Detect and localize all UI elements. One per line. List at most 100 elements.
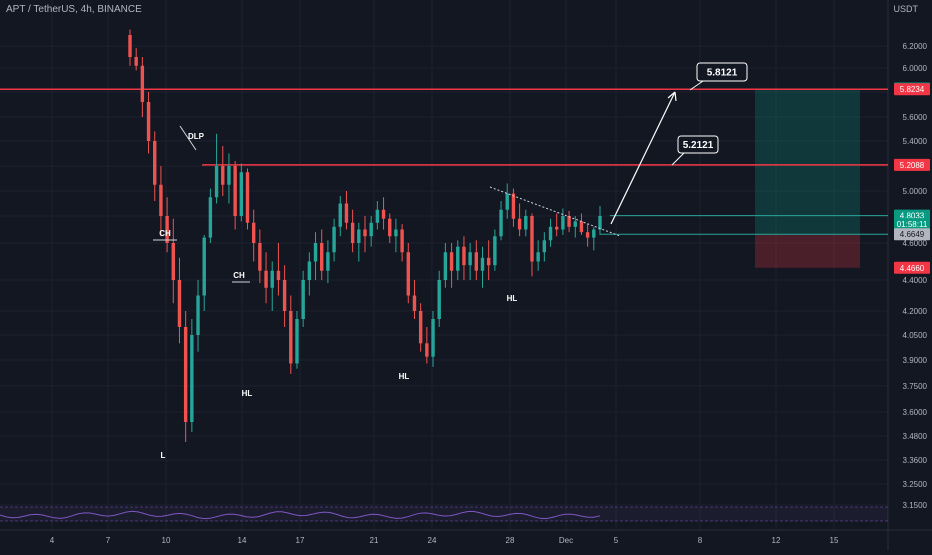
candle-body xyxy=(474,252,479,271)
structure-label: L xyxy=(161,451,166,460)
candle-body xyxy=(214,166,219,198)
candle-body xyxy=(449,252,454,271)
candle-body xyxy=(406,252,410,296)
candle-body xyxy=(456,246,460,271)
candle-body xyxy=(233,166,237,216)
projection-arrow-head xyxy=(667,91,677,102)
candle-body xyxy=(270,270,274,288)
candle-body xyxy=(431,319,435,357)
candle-body xyxy=(239,172,244,216)
candle-body xyxy=(326,252,330,271)
candle-body xyxy=(412,295,417,311)
structure-label: HL xyxy=(399,372,410,381)
structure-label: HL xyxy=(507,294,518,303)
price-badge-label: 5.8234 xyxy=(900,85,925,94)
y-tick-label: 6.2000 xyxy=(903,42,928,51)
y-tick-label: 3.1500 xyxy=(903,501,928,510)
y-tick-label: 5.0000 xyxy=(903,187,928,196)
y-tick-label: 6.0000 xyxy=(903,64,928,73)
candle-body xyxy=(264,270,268,288)
candle-body xyxy=(245,172,250,223)
candle-body xyxy=(338,203,342,227)
structure-label: DLP xyxy=(188,132,205,141)
candle-body xyxy=(462,246,466,266)
candle-body xyxy=(536,252,540,262)
price-badge-label: 4.4660 xyxy=(900,264,925,273)
y-tick-label: 5.4000 xyxy=(903,137,928,146)
y-tick-label: 4.2000 xyxy=(903,307,928,316)
candle-body xyxy=(221,166,225,185)
chart-title: APT / TetherUS, 4h, BINANCE xyxy=(6,4,142,15)
candle-body xyxy=(418,311,423,344)
candle-body xyxy=(227,166,231,185)
candle-body xyxy=(375,209,380,223)
candle-body xyxy=(276,270,281,280)
candle-body xyxy=(555,226,559,230)
x-tick-label: 10 xyxy=(162,536,171,545)
take-profit-zone xyxy=(755,88,860,235)
candle-body xyxy=(295,319,299,364)
candle-body xyxy=(437,280,441,319)
x-tick-label: 24 xyxy=(428,536,437,545)
candle-body xyxy=(190,335,194,422)
price-badge xyxy=(894,228,930,241)
candle-body xyxy=(332,226,336,253)
candle-body xyxy=(388,218,392,237)
candle-body xyxy=(511,193,516,219)
candle-body xyxy=(517,218,522,230)
candle-body xyxy=(251,222,256,243)
y-tick-label: 3.2500 xyxy=(903,480,928,489)
candle-body xyxy=(177,280,182,327)
price-badge-label: 01:58:11 xyxy=(897,220,928,229)
candle-body xyxy=(134,57,138,66)
dlp-marker-line xyxy=(179,125,197,151)
price-badge-label: 4.6649 xyxy=(900,230,925,239)
stop-loss-zone xyxy=(755,234,860,268)
x-tick-label: 28 xyxy=(506,536,515,545)
projection-arrow xyxy=(610,91,676,225)
y-tick-label: 4.0500 xyxy=(903,331,928,340)
candle-body xyxy=(344,203,349,223)
price-badge xyxy=(894,158,930,171)
candle-body xyxy=(394,229,398,237)
y-tick-label: 4.4000 xyxy=(903,276,928,285)
candle-body xyxy=(561,216,565,230)
candle-body xyxy=(363,229,367,237)
candle-body xyxy=(307,261,312,280)
candle-body xyxy=(486,257,491,266)
candle-body xyxy=(289,311,293,364)
price-badge xyxy=(894,261,930,274)
candle-body xyxy=(592,229,596,238)
candle-body xyxy=(542,240,547,253)
price-badge xyxy=(894,83,930,96)
candle-body xyxy=(183,327,188,422)
candle-body xyxy=(598,216,602,230)
candle-body xyxy=(381,209,386,219)
candle-body xyxy=(567,216,571,227)
candle-body xyxy=(505,193,509,210)
candle-body xyxy=(369,222,373,237)
candle-body xyxy=(357,229,361,243)
candle-body xyxy=(258,243,262,271)
x-tick-label: 5 xyxy=(614,536,619,545)
target-callout-pointer xyxy=(689,80,704,91)
y-tick-label: 3.9000 xyxy=(903,356,928,365)
candle-body xyxy=(524,216,528,230)
candle-body xyxy=(468,252,472,266)
candle-body xyxy=(400,229,404,253)
y-tick-label: 3.7500 xyxy=(903,382,928,391)
price-badge-label: 4.8033 xyxy=(900,212,925,221)
candle-body xyxy=(585,232,590,238)
descending-trendline xyxy=(489,186,621,237)
candle-body xyxy=(128,35,132,57)
x-tick-label: 8 xyxy=(698,536,703,545)
y-tick-label: 5.6000 xyxy=(903,113,928,122)
rsi-line xyxy=(0,510,601,520)
rsi-band-fill xyxy=(0,507,888,521)
price-badge-label: 5.2088 xyxy=(900,161,925,170)
candle-body xyxy=(208,197,213,238)
candle-body xyxy=(573,221,577,227)
price-badge xyxy=(894,218,930,231)
